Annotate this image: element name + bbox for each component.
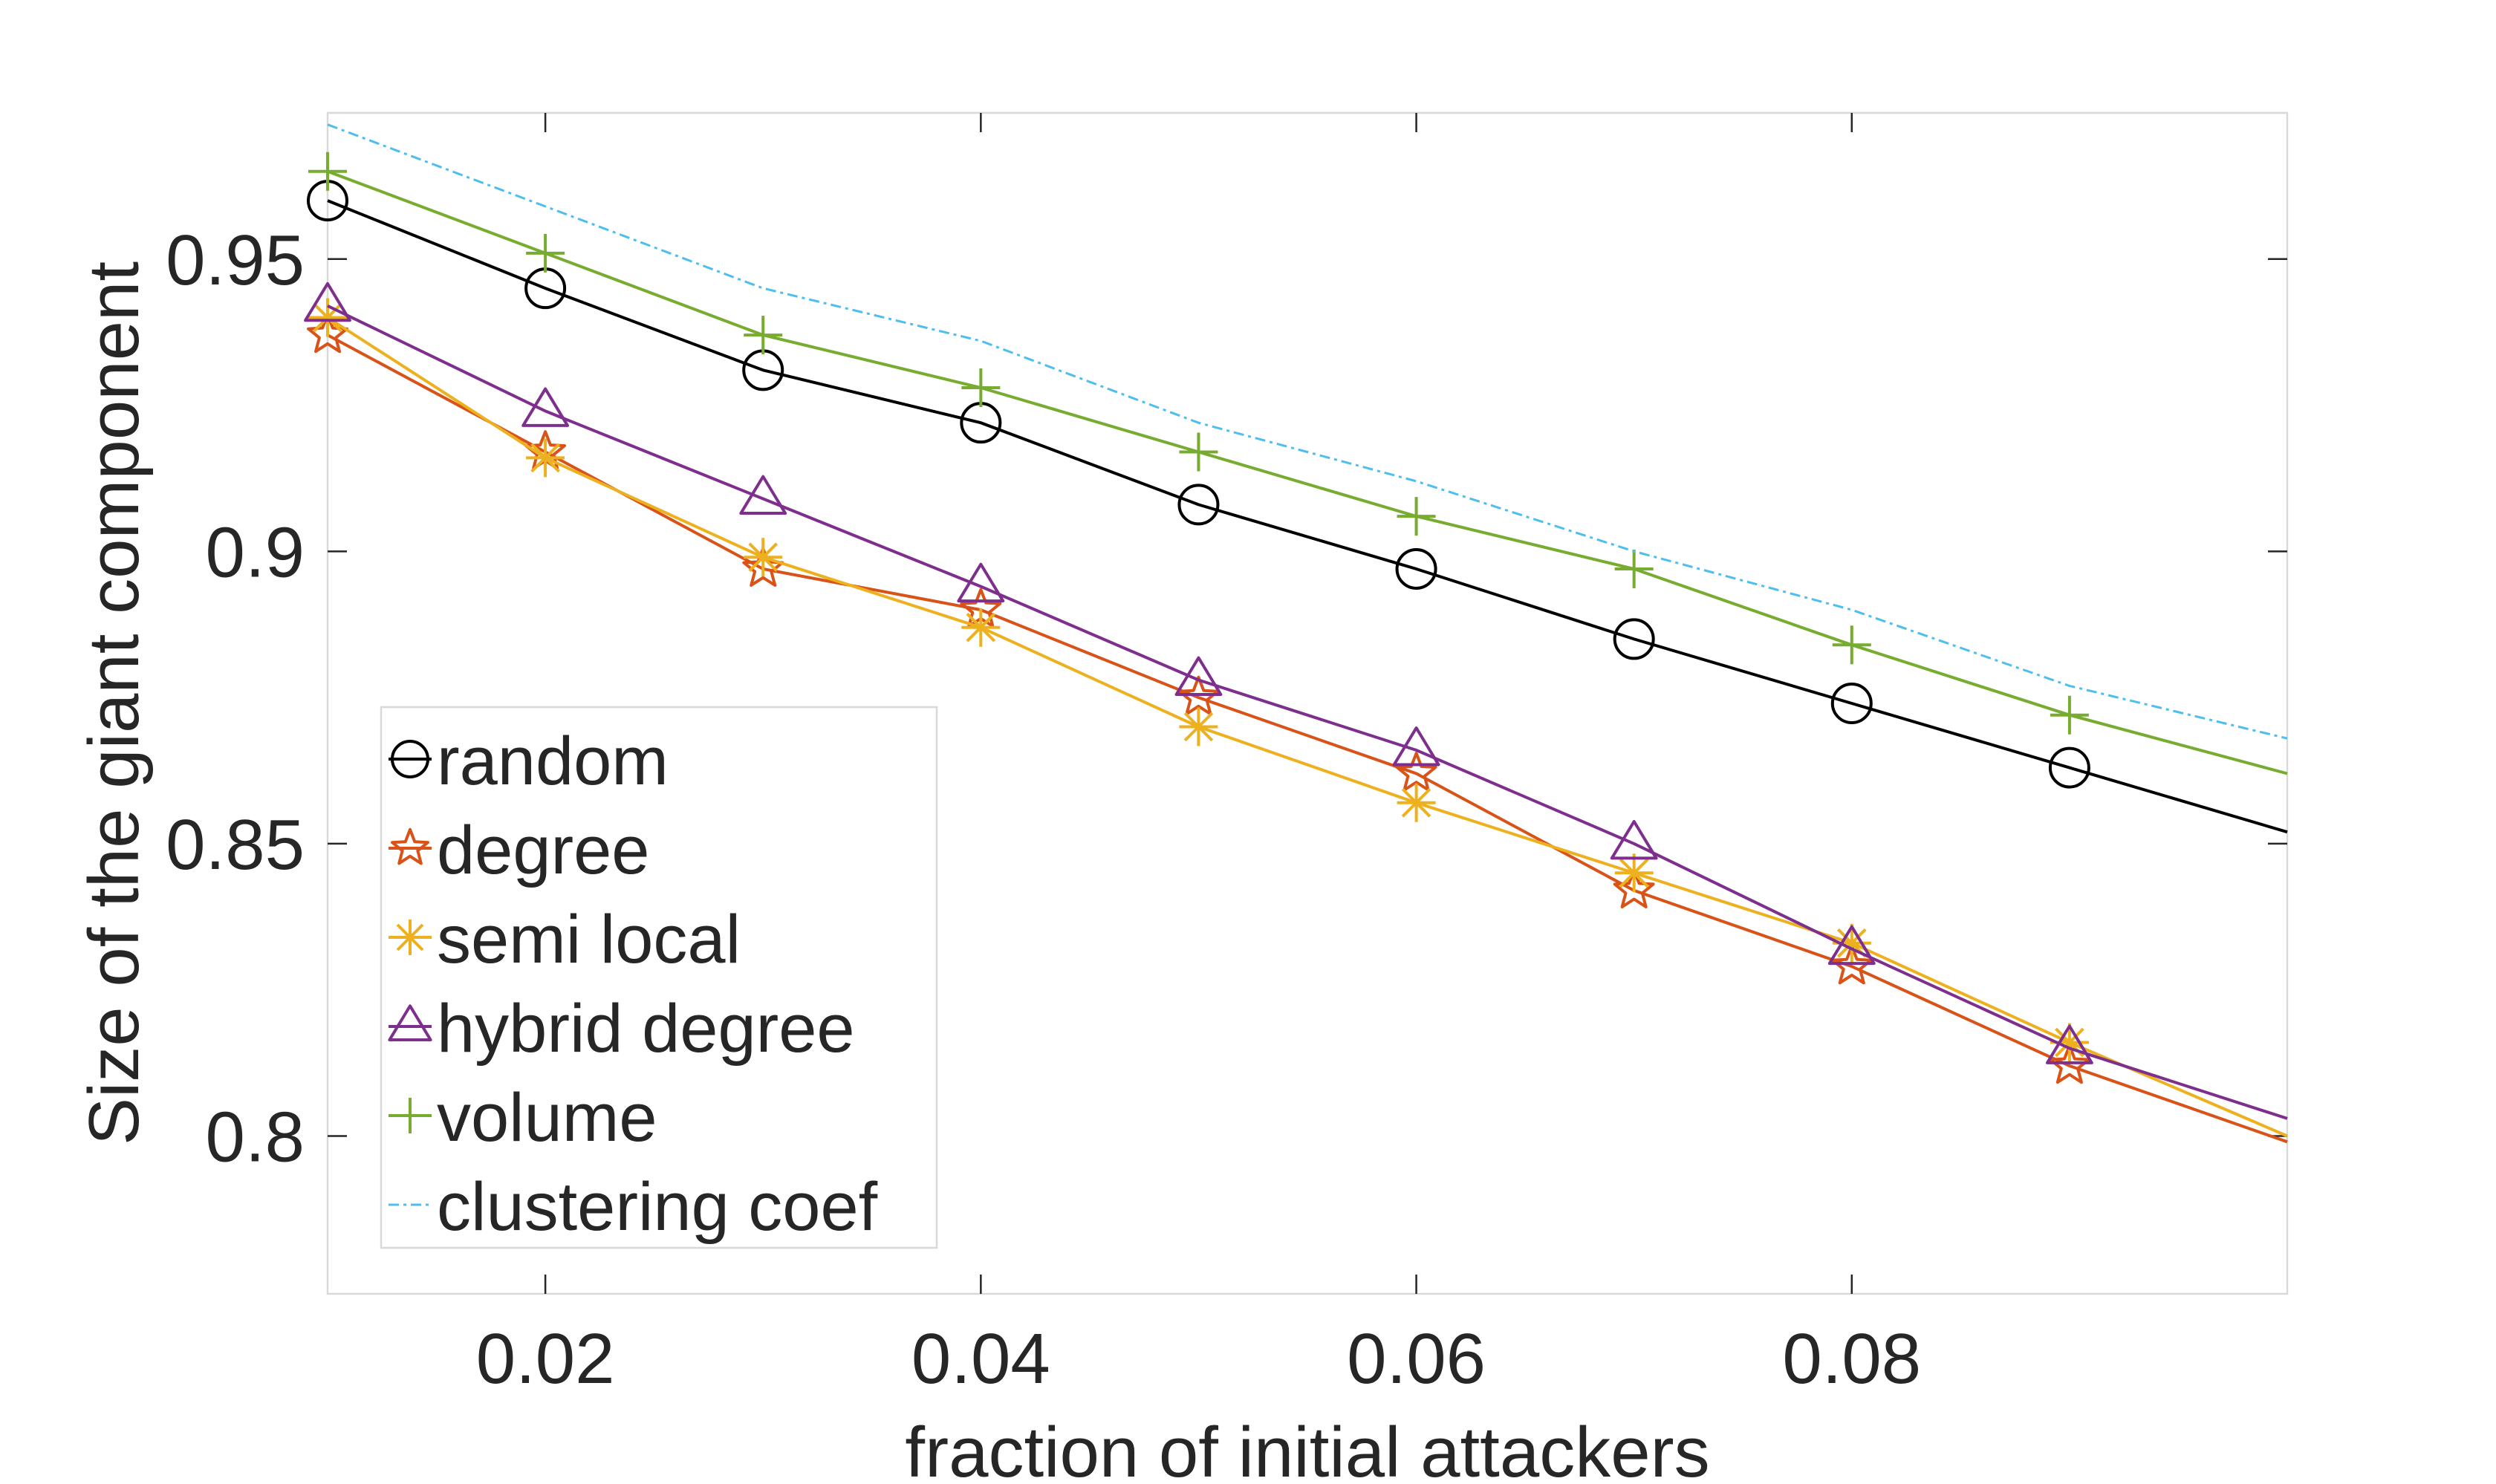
- data-point: [1174, 656, 1223, 697]
- series-clustering-coef: [327, 123, 2288, 740]
- data-point: [739, 475, 787, 515]
- data-point: [961, 608, 1001, 647]
- data-point: [1830, 683, 1873, 724]
- data-point: [526, 438, 565, 478]
- data-point: [1177, 484, 1220, 526]
- legend-label: hybrid degree: [437, 991, 855, 1067]
- data-point: [1179, 432, 1218, 472]
- data-point: [2045, 1024, 2093, 1064]
- legend-label: volume: [437, 1080, 657, 1156]
- x-tick-label: 0.08: [1782, 1319, 1921, 1399]
- legend-label: random: [437, 723, 669, 799]
- legend-label: clustering coef: [437, 1169, 878, 1245]
- series-line: [327, 123, 2288, 740]
- legend-entries: random degree semi local hybrid degree volum…: [388, 723, 878, 1245]
- data-point: [1397, 783, 1436, 822]
- data-point: [1395, 547, 1437, 590]
- legend-label: semi local: [437, 902, 741, 977]
- legend-marker: [391, 740, 429, 778]
- legend-marker: [392, 1098, 428, 1133]
- y-tick-label: 0.95: [166, 221, 305, 300]
- y-tick-label: 0.9: [206, 512, 305, 592]
- data-point: [526, 233, 565, 273]
- series-line: [327, 304, 2288, 1120]
- data-point: [961, 368, 1001, 407]
- data-point: [744, 316, 783, 355]
- data-point: [1827, 925, 1876, 966]
- legend-marker: [392, 920, 428, 955]
- data-point: [521, 387, 570, 427]
- data-point: [1610, 820, 1658, 860]
- data-point: [2050, 1023, 2089, 1062]
- series-layer: [304, 123, 2288, 1144]
- data-point: [1179, 707, 1218, 746]
- data-point: [1177, 675, 1220, 716]
- series-line: [326, 316, 2288, 1138]
- data-point: [1392, 726, 1440, 767]
- legend-box: [380, 706, 938, 1249]
- x-tick-label: 0.02: [476, 1319, 615, 1399]
- x-tick-label: 0.04: [911, 1319, 1050, 1399]
- legend: random degree semi local hybrid degree volum…: [380, 706, 938, 1249]
- data-point: [1613, 868, 1655, 908]
- y-axis-label: Size of the giant component: [74, 261, 154, 1145]
- data-point: [1832, 923, 1871, 963]
- data-point: [1397, 497, 1436, 536]
- x-tick-label: 0.06: [1347, 1319, 1486, 1399]
- axis-ticks: 0.02 0.04 0.06 0.08 0.8 0.85 0.9 0.95: [166, 113, 2287, 1399]
- series-hybrid-degree: [304, 281, 2288, 1120]
- data-point: [1613, 618, 1655, 660]
- data-point: [1395, 752, 1437, 792]
- data-point: [308, 152, 347, 191]
- data-point: [1832, 625, 1871, 665]
- data-point: [1614, 853, 1654, 893]
- series-line: [327, 199, 2288, 834]
- legend-marker: [391, 827, 429, 865]
- series-line: [327, 333, 2288, 1144]
- data-point: [2050, 695, 2089, 735]
- data-point: [304, 281, 351, 322]
- legend-label: degree: [437, 813, 649, 888]
- x-axis-label: fraction of initial attackers: [905, 1413, 1709, 1484]
- series-line: [327, 169, 2288, 775]
- data-point: [1614, 549, 1654, 588]
- legend-marker: [388, 1004, 432, 1041]
- series-volume: [308, 152, 2288, 775]
- data-point: [957, 562, 1005, 603]
- series-semi-local: [308, 298, 2288, 1138]
- data-point: [308, 298, 347, 337]
- data-point: [1830, 944, 1873, 985]
- y-tick-label: 0.8: [206, 1097, 305, 1177]
- data-point: [744, 538, 783, 577]
- data-point: [2048, 1044, 2090, 1084]
- y-tick-label: 0.85: [166, 805, 305, 885]
- data-point: [2048, 746, 2090, 789]
